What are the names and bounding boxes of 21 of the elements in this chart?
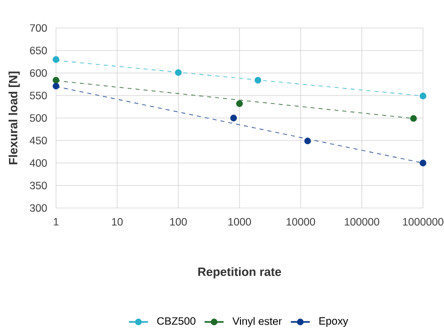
x-tick-label: 10: [112, 218, 123, 226]
y-tick-label: 700: [30, 24, 47, 32]
x-tick-label: 100000: [344, 218, 380, 226]
x-tick-label: 100: [170, 218, 187, 226]
y-tick-label: 300: [30, 204, 47, 212]
y-tick-label: 450: [30, 136, 47, 144]
legend-label: Epoxy: [319, 317, 348, 327]
legend-label: Vinyl ester: [232, 317, 282, 328]
x-tick-label: 1000: [228, 218, 251, 226]
x-tick-label: 10000: [286, 218, 316, 226]
x-tick-label: 1: [54, 218, 58, 226]
y-tick-label: 350: [30, 182, 47, 190]
x-tick-label: 1000000: [403, 218, 444, 226]
y-tick-label: 400: [30, 159, 47, 167]
y-tick-label: 550: [30, 92, 47, 100]
x-axis-title: Repetition rate: [198, 267, 282, 278]
y-tick-label: 600: [30, 69, 47, 77]
y-tick-label: 650: [30, 46, 47, 54]
legend-label: CBZ500: [157, 317, 196, 325]
y-tick-label: 500: [30, 114, 47, 122]
y-axis-title: Flexural load [N]: [8, 72, 20, 164]
